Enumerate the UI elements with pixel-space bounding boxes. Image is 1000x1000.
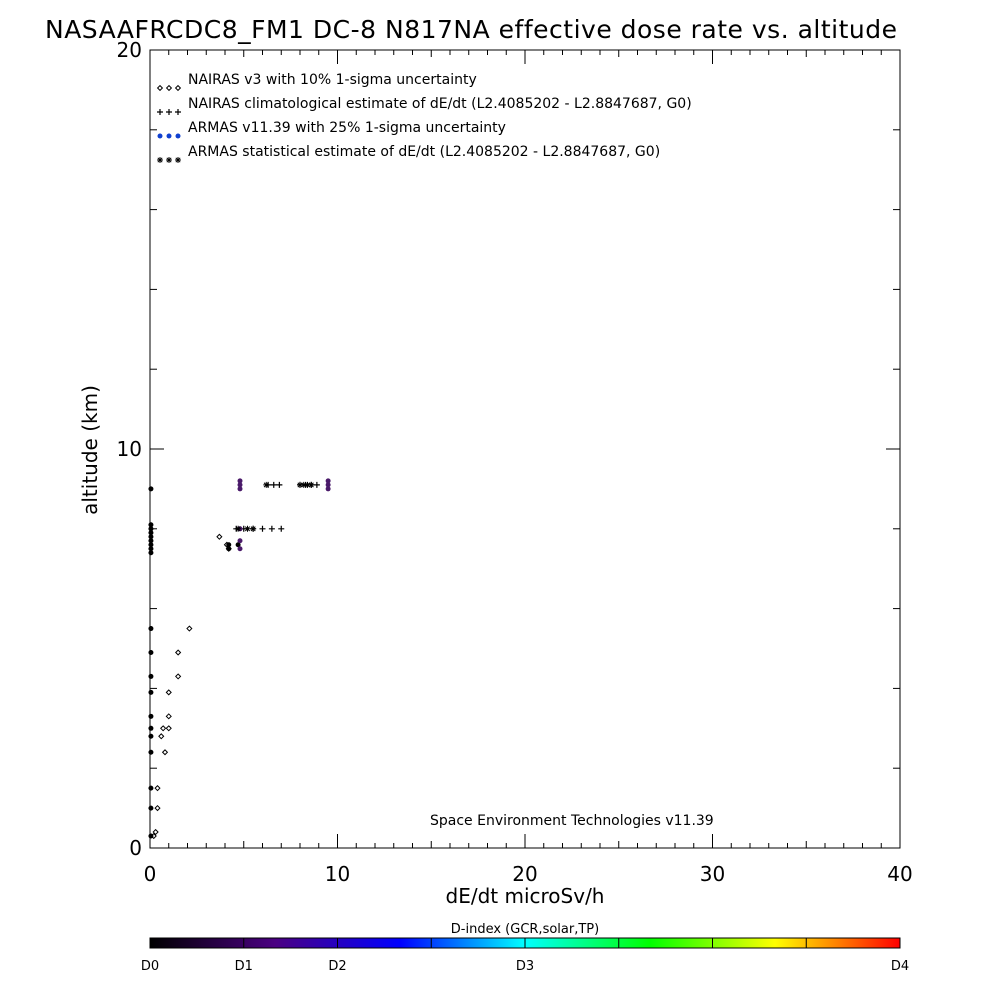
data-point-asterisk <box>244 525 251 532</box>
data-point-dot <box>148 626 154 632</box>
data-point-dot <box>325 486 331 492</box>
data-point-dot <box>226 546 232 552</box>
data-point-dot <box>148 522 154 528</box>
colorbar-title: D-index (GCR,solar,TP) <box>451 922 599 937</box>
data-point-diamond <box>165 725 172 732</box>
data-point-diamond <box>175 673 182 680</box>
data-point-dot <box>148 673 154 679</box>
x-tick-label: 40 <box>887 862 912 886</box>
data-point-dot <box>237 546 243 552</box>
data-point-diamond <box>152 828 159 836</box>
data-point-dot <box>148 486 154 492</box>
data-point-dot <box>148 725 154 731</box>
data-point-dot <box>148 785 154 791</box>
legend-marker-asterisk <box>175 157 181 163</box>
data-point-dot <box>237 478 243 484</box>
data-point-dot <box>148 534 154 540</box>
data-point-plus <box>313 481 320 488</box>
data-point-asterisk <box>297 481 303 488</box>
x-tick-label: 30 <box>700 862 725 886</box>
data-point-plus <box>276 481 283 488</box>
credit-label: Space Environment Technologies v11.39 <box>430 813 714 829</box>
legend-marker-asterisk <box>157 157 163 163</box>
data-point-dot <box>237 538 243 544</box>
data-point-asterisk <box>250 525 257 532</box>
legend-label: NAIRAS climatological estimate of dE/dt … <box>188 96 692 112</box>
data-point-diamond <box>165 689 172 696</box>
data-point-dot <box>325 482 331 488</box>
y-tick-label: 0 <box>129 836 142 860</box>
data-point-dot <box>148 805 154 811</box>
legend-marker-diamond <box>165 84 173 92</box>
data-point-dot <box>148 689 154 695</box>
data-point-dot <box>148 749 154 755</box>
legend-marker-plus <box>157 109 163 115</box>
legend-marker-diamond <box>174 84 182 92</box>
colorbar-label: D0 <box>141 959 159 974</box>
colorbar-label: D2 <box>328 959 346 974</box>
data-point-plus <box>278 525 285 532</box>
data-point-asterisk <box>308 481 315 488</box>
x-tick-label: 10 <box>325 862 350 886</box>
data-point-dot <box>148 733 154 739</box>
data-point-diamond <box>154 785 161 792</box>
data-point-plus <box>270 481 277 488</box>
data-point-dot <box>237 486 243 492</box>
legend-marker-plus <box>166 109 172 115</box>
chart-title: NASAAFRCDC8_FM1 DC-8 N817NA effective do… <box>45 15 898 44</box>
data-point-diamond <box>186 625 193 632</box>
x-tick-label: 0 <box>144 862 157 886</box>
legend: NAIRAS v3 with 10% 1-sigma uncertainty NA… <box>156 72 692 163</box>
data-point-asterisk <box>300 481 307 488</box>
plot-frame <box>149 49 901 849</box>
data-point-diamond <box>175 649 182 656</box>
data-point-dot <box>148 550 154 556</box>
data-point-diamond <box>216 533 223 540</box>
colorbar-label: D4 <box>891 959 909 974</box>
data-point-diamond <box>165 713 172 720</box>
data-point-dot <box>148 530 154 536</box>
data-point-dot <box>235 542 241 548</box>
plot-axes: 0 10 20 30 40 0 10 20 <box>117 38 913 886</box>
data-point-dot <box>325 478 331 484</box>
legend-label: ARMAS statistical estimate of dE/dt (L2.… <box>188 144 660 160</box>
x-axis-label: dE/dt microSv/h <box>446 884 605 908</box>
legend-marker-dot <box>157 133 163 139</box>
data-marks <box>148 478 331 840</box>
data-point-dot <box>148 546 154 552</box>
legend-marker-diamond <box>156 84 164 92</box>
data-point-asterisk <box>235 525 242 532</box>
data-point-dot <box>226 542 232 548</box>
data-point-dot <box>148 538 154 544</box>
data-point-dot <box>148 833 154 839</box>
data-point-diamond <box>160 725 167 732</box>
legend-marker-dot <box>166 133 172 139</box>
data-point-diamond <box>158 733 165 740</box>
legend-marker-dot <box>175 133 181 139</box>
y-axis-label: altitude (km) <box>78 385 102 515</box>
y-tick-label: 20 <box>117 38 142 62</box>
colorbar: D-index (GCR,solar,TP) D0 D1 D2 D3 D4 <box>141 922 909 974</box>
data-point-diamond <box>161 749 169 756</box>
legend-marker-plus <box>175 109 181 115</box>
y-tick-label: 10 <box>117 437 142 461</box>
data-point-dot <box>148 649 154 655</box>
data-point-plus <box>259 525 266 532</box>
colorbar-label: D1 <box>235 959 253 974</box>
data-point-dot <box>148 713 154 719</box>
data-point-asterisk <box>304 481 311 488</box>
legend-label: ARMAS v11.39 with 25% 1-sigma uncertaint… <box>188 120 506 136</box>
data-point-diamond <box>154 804 161 812</box>
legend-marker-asterisk <box>166 157 172 163</box>
data-point-asterisk <box>263 481 270 488</box>
x-tick-label: 20 <box>512 862 537 886</box>
data-point-plus <box>268 525 275 532</box>
data-point-dot <box>237 482 243 488</box>
legend-label: NAIRAS v3 with 10% 1-sigma uncertainty <box>188 72 477 88</box>
data-point-dot <box>148 526 154 532</box>
data-point-dot <box>148 542 154 548</box>
colorbar-label: D3 <box>516 959 534 974</box>
